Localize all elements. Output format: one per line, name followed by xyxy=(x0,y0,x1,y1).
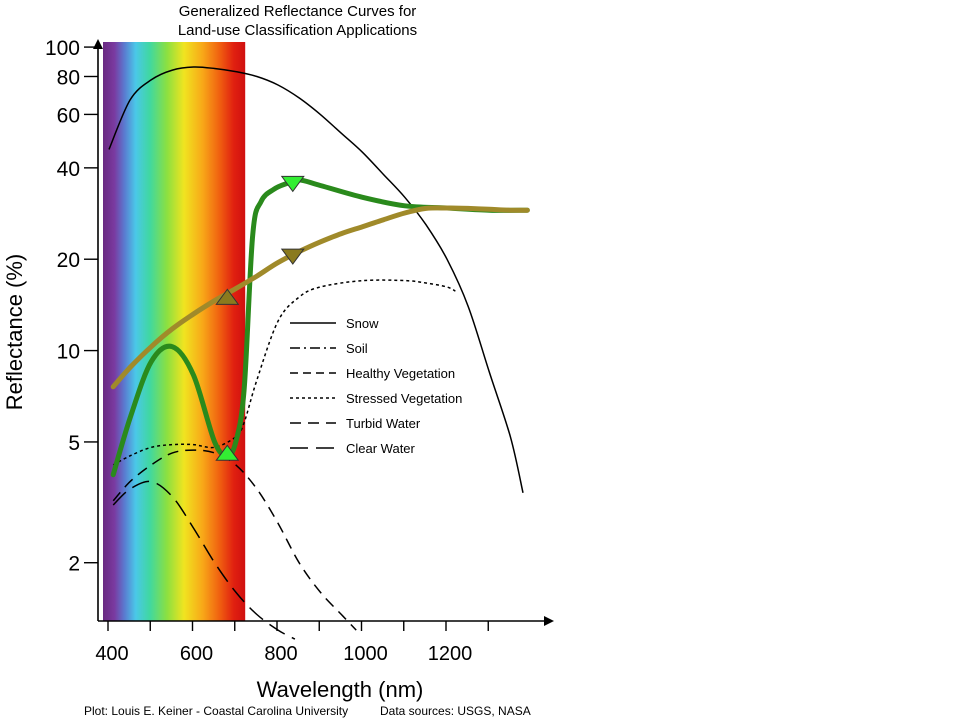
x-tick-label-400: 400 xyxy=(95,643,128,665)
y-tick-label-80: 80 xyxy=(57,66,80,89)
x-axis-arrow xyxy=(544,616,554,626)
series-snow xyxy=(108,66,524,493)
marker-2-down xyxy=(280,175,305,193)
x-tick-label-600: 600 xyxy=(180,643,213,665)
legend: Snow Soil Healthy Vegetation Stressed Veget… xyxy=(290,316,462,456)
y-axis-label: Reflectance (%) xyxy=(2,254,27,411)
y-tick-label-5: 5 xyxy=(68,432,80,455)
marker-1-up xyxy=(215,444,240,461)
visible-spectrum-band xyxy=(103,42,246,621)
y-tick-label-60: 60 xyxy=(57,104,80,127)
highlight-curves xyxy=(110,177,530,478)
y-tick-label-2: 2 xyxy=(68,553,80,576)
legend-label-soil: Soil xyxy=(346,341,368,356)
legend-label-snow: Snow xyxy=(346,316,379,331)
series-stressed-vegetation xyxy=(112,279,456,466)
chart-title: Generalized Reflectance Curves for xyxy=(178,3,417,20)
plot-credit: Plot: Louis E. Keiner - Coastal Carolina… xyxy=(84,704,349,718)
legend-label-clear-water: Clear Water xyxy=(346,441,416,456)
legend-label-stressed-vegetation: Stressed Vegetation xyxy=(346,391,462,406)
triangle-markers xyxy=(215,175,305,461)
axes: 400 600 800 1000 1200 2 5 10 20 40 60 80 100 xyxy=(45,37,554,665)
x-axis-label: Wavelength (nm) xyxy=(257,677,424,702)
legend-label-healthy-vegetation: Healthy Vegetation xyxy=(346,366,455,381)
highlight-soil xyxy=(110,205,530,390)
legend-label-turbid-water: Turbid Water xyxy=(346,416,421,431)
highlight-healthy-vegetation xyxy=(110,177,530,478)
y-tick-label-100: 100 xyxy=(45,37,80,60)
series-turbid-water xyxy=(112,449,357,631)
x-tick-label-1200: 1200 xyxy=(428,643,473,665)
marker-3-up xyxy=(215,288,240,305)
marker-4-down xyxy=(280,248,305,265)
y-tick-label-20: 20 xyxy=(57,249,80,272)
chart-subtitle: Land-use Classification Applications xyxy=(177,22,418,39)
x-tick-label-800: 800 xyxy=(264,643,297,665)
x-tick-label-1000: 1000 xyxy=(343,643,388,665)
series-clear-water xyxy=(112,480,296,640)
data-sources-credit: Data sources: USGS, NASA xyxy=(380,704,531,718)
y-tick-label-40: 40 xyxy=(57,158,80,181)
y-tick-label-10: 10 xyxy=(57,341,80,364)
